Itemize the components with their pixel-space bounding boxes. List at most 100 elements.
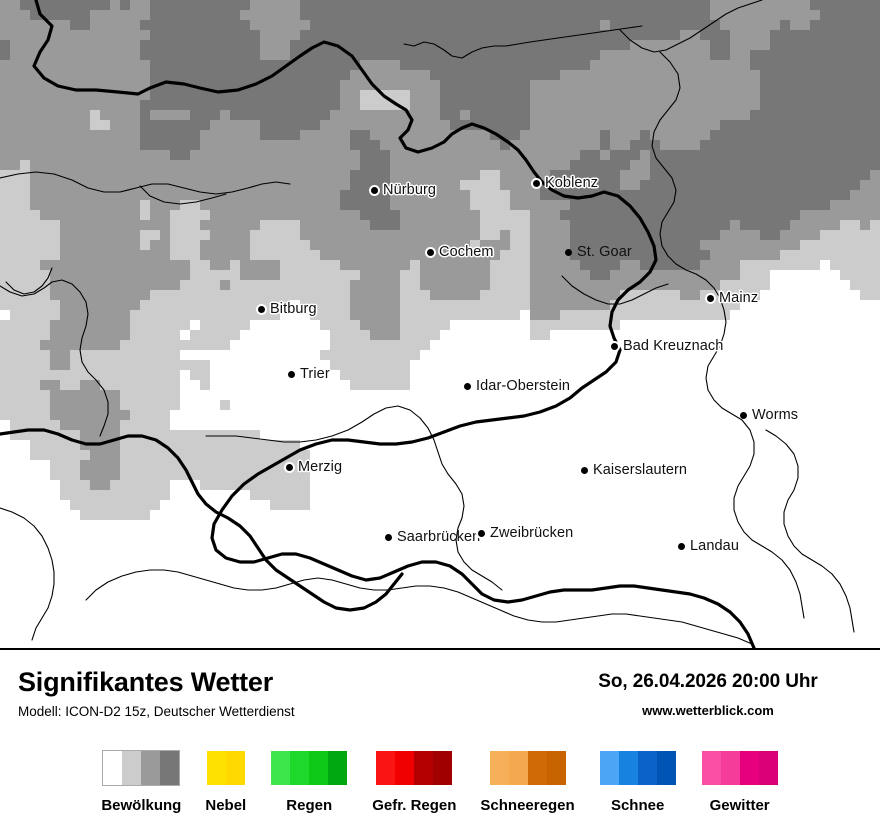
city-dot-icon	[371, 186, 378, 194]
city-label: Koblenz	[545, 175, 599, 191]
state-border-north	[0, 171, 291, 195]
city-label: Bad Kreuznach	[623, 338, 724, 354]
city-dot-icon	[288, 370, 295, 378]
legend-item: Regen	[258, 750, 360, 814]
page-title: Signifikantes Wetter	[18, 667, 274, 697]
city-dot-icon	[478, 529, 485, 537]
thin-border-lux-small	[5, 267, 53, 295]
city-label: Saarbrücken	[397, 529, 481, 545]
thin-border-worms-east	[765, 429, 855, 633]
thin-border-stgoar	[561, 275, 669, 305]
thin-border-a	[139, 185, 227, 205]
national-border-west	[0, 428, 404, 612]
legend-item: Gewitter	[689, 750, 791, 814]
legend-swatch	[656, 751, 676, 785]
legend-swatch	[527, 751, 547, 785]
legend-swatch-row	[489, 750, 567, 786]
legend-item: Schnee	[587, 750, 689, 814]
legend-swatch	[395, 751, 415, 785]
legend-swatch-row	[375, 750, 453, 786]
legend-item: Bewölkung	[89, 750, 193, 814]
website-url: www.wetterblick.com	[642, 703, 774, 718]
city-dot-icon	[565, 248, 572, 256]
city-dot-icon	[611, 342, 618, 350]
footer-panel: Signifikantes Wetter Modell: ICON-D2 15z…	[0, 650, 880, 830]
legend-label: Schneeregen	[480, 797, 575, 814]
city-label: Kaiserslautern	[593, 462, 688, 478]
legend-swatch-row	[701, 750, 779, 786]
city-dot-icon	[581, 466, 588, 474]
legend-swatch	[508, 751, 528, 785]
legend-item: Gefr. Regen	[360, 750, 468, 814]
thin-border-rhine	[651, 51, 805, 619]
city-dot-icon	[385, 533, 392, 541]
city-dot-icon	[678, 542, 685, 550]
legend-swatch	[206, 751, 226, 785]
city-label: Zweibrücken	[490, 525, 574, 541]
legend-swatch	[160, 751, 180, 785]
city-label: Bitburg	[270, 301, 317, 317]
thin-border-mosel-north	[403, 25, 643, 59]
legend-swatch	[433, 751, 453, 785]
legend-swatch	[618, 751, 638, 785]
legend-swatch	[637, 751, 657, 785]
thin-border-mid	[205, 405, 503, 591]
thin-border-ne	[619, 0, 763, 53]
legend-swatch	[758, 751, 778, 785]
city-label: Cochem	[439, 244, 494, 260]
thin-border-pfalz-south	[85, 569, 753, 645]
legend-swatch	[225, 751, 245, 785]
legend-swatch	[739, 751, 759, 785]
city-label: Nürburg	[383, 182, 437, 198]
legend-swatch	[720, 751, 740, 785]
legend-label: Regen	[286, 797, 333, 814]
legend-label: Gewitter	[709, 797, 770, 814]
city-dot-icon	[464, 382, 471, 390]
administrative-borders	[0, 0, 855, 648]
legend-swatch-row	[102, 750, 181, 786]
city-label: Idar-Oberstein	[476, 378, 571, 394]
national-border	[32, 0, 756, 648]
legend-swatch	[309, 751, 329, 785]
legend-swatch	[271, 751, 291, 785]
city-dot-icon	[707, 294, 714, 302]
city-dot-icon	[258, 305, 265, 313]
city-label: Landau	[690, 538, 739, 554]
legend-item: Schneeregen	[468, 750, 586, 814]
city-layer: Nürburg Koblenz Cochem St. Goar Bitburg Mainz…	[258, 175, 799, 554]
legend-swatch-row	[206, 750, 246, 786]
legend-swatch	[546, 751, 566, 785]
thin-border-saar-west	[0, 279, 109, 437]
city-label: Worms	[752, 407, 799, 423]
city-dot-icon	[533, 179, 540, 187]
legend-swatch	[103, 751, 123, 785]
city-dot-icon	[740, 411, 747, 419]
thin-border-sw	[0, 507, 55, 641]
legend-swatch-row	[599, 750, 677, 786]
title-block: Signifikantes Wetter Modell: ICON-D2 15z…	[18, 667, 295, 720]
city-label: Merzig	[298, 459, 343, 475]
city-dot-icon	[427, 248, 434, 256]
city-dot-icon	[286, 463, 293, 471]
city-label: Mainz	[719, 290, 759, 306]
timestamp-block: So, 26.04.2026 20:00 Uhr www.wetterblick…	[558, 671, 858, 718]
legend-label: Nebel	[205, 797, 247, 814]
legend-swatch	[122, 751, 142, 785]
legend-swatch	[290, 751, 310, 785]
legend-swatch	[599, 751, 619, 785]
legend-label: Bewölkung	[101, 797, 182, 814]
model-subtitle: Modell: ICON-D2 15z, Deutscher Wetterdie…	[18, 704, 295, 720]
legend-item: Nebel	[193, 750, 258, 814]
legend-swatch	[414, 751, 434, 785]
legend: Bewölkung Nebel Regen Gefr. Regen Schneerege…	[0, 750, 880, 814]
legend-label: Schnee	[610, 797, 665, 814]
cloud-cover-heatmap	[0, 0, 880, 648]
legend-swatch	[376, 751, 396, 785]
legend-swatch	[489, 751, 509, 785]
legend-swatch-row	[270, 750, 348, 786]
map-panel[interactable]: Nürburg Koblenz Cochem St. Goar Bitburg Mainz…	[0, 0, 880, 650]
city-label: Trier	[300, 366, 330, 382]
legend-swatch	[328, 751, 348, 785]
valid-datetime: So, 26.04.2026 20:00 Uhr	[598, 671, 818, 692]
